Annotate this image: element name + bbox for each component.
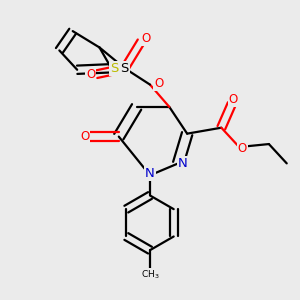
Text: N: N	[145, 167, 155, 180]
Text: O: O	[238, 142, 247, 155]
Text: S: S	[121, 62, 129, 75]
Text: O: O	[142, 32, 151, 45]
Text: O: O	[86, 68, 95, 81]
Text: S: S	[110, 62, 118, 75]
Text: O: O	[229, 93, 238, 106]
Text: O: O	[154, 76, 164, 90]
Text: N: N	[178, 157, 188, 170]
Text: CH$_3$: CH$_3$	[141, 268, 159, 281]
Text: O: O	[80, 130, 89, 143]
